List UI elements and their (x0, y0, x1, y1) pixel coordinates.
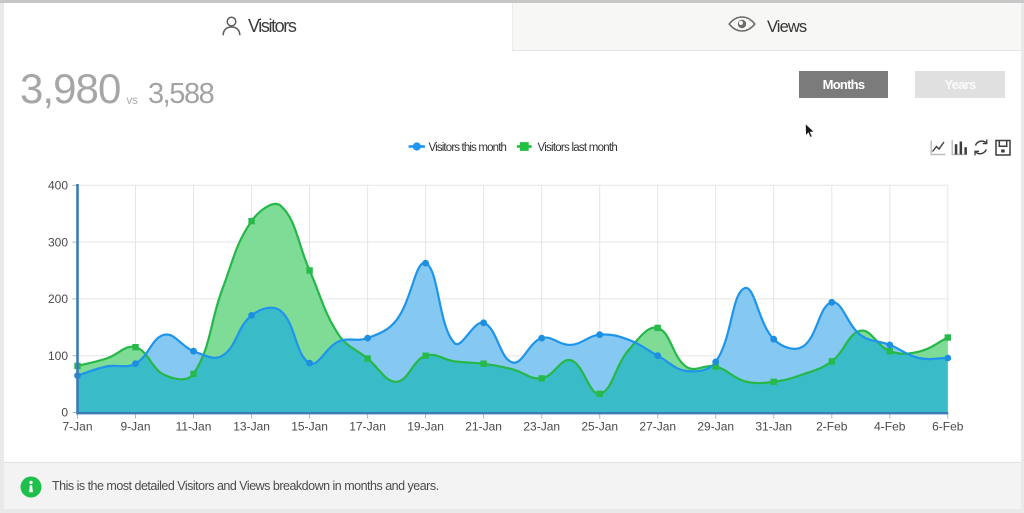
svg-text:11-Jan: 11-Jan (176, 420, 212, 434)
svg-text:300: 300 (48, 235, 68, 249)
svg-text:13-Jan: 13-Jan (233, 420, 270, 434)
svg-text:29-Jan: 29-Jan (697, 420, 734, 434)
svg-text:Visitors this month: Visitors this month (429, 142, 507, 154)
svg-text:25-Jan: 25-Jan (581, 420, 618, 434)
svg-text:31-Jan: 31-Jan (755, 420, 792, 434)
svg-text:19-Jan: 19-Jan (407, 420, 444, 434)
svg-text:2-Feb: 2-Feb (816, 420, 848, 434)
svg-text:100: 100 (48, 349, 68, 363)
svg-text:27-Jan: 27-Jan (639, 420, 676, 434)
svg-text:0: 0 (61, 406, 68, 420)
svg-text:400: 400 (48, 179, 68, 193)
svg-text:200: 200 (48, 292, 68, 306)
svg-text:7-Jan: 7-Jan (62, 420, 92, 434)
svg-text:6-Feb: 6-Feb (932, 420, 964, 434)
svg-text:15-Jan: 15-Jan (291, 420, 328, 434)
svg-text:9-Jan: 9-Jan (120, 420, 150, 434)
svg-text:23-Jan: 23-Jan (523, 420, 560, 434)
svg-text:4-Feb: 4-Feb (874, 420, 906, 434)
svg-text:Visitors last month: Visitors last month (538, 142, 618, 154)
svg-text:17-Jan: 17-Jan (349, 420, 386, 434)
svg-text:21-Jan: 21-Jan (465, 420, 502, 434)
